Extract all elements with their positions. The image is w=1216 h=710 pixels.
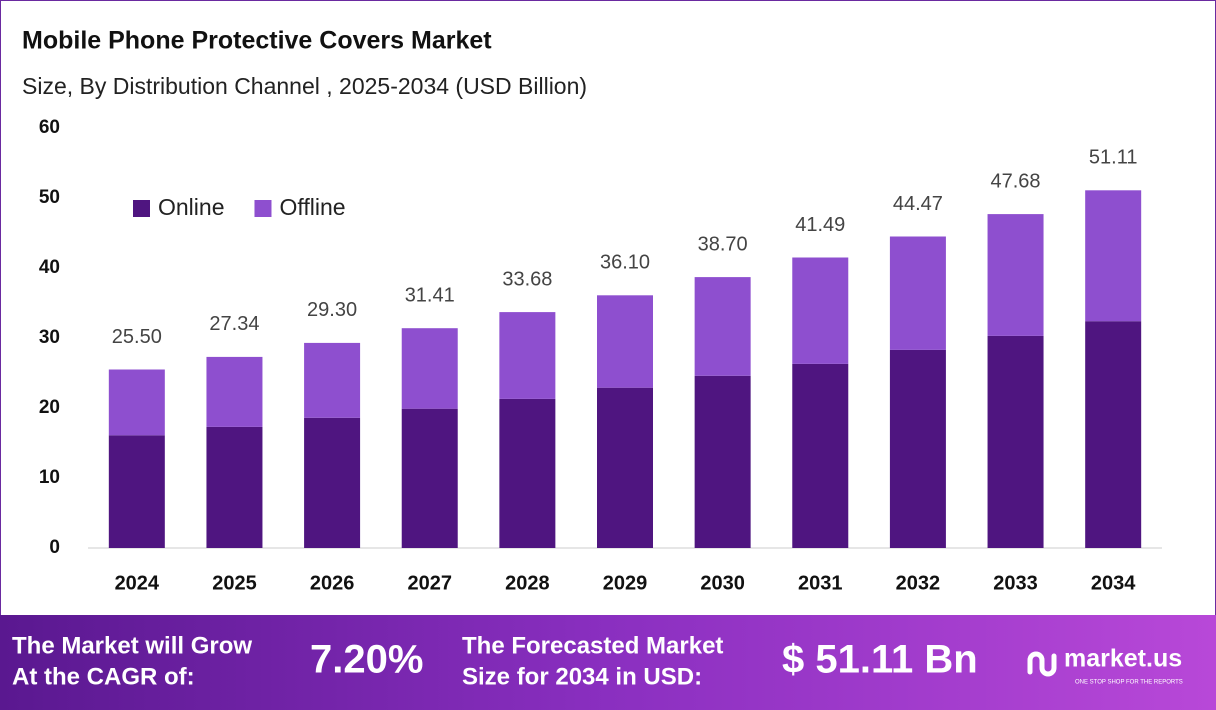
cagr-text: At the CAGR of: — [12, 663, 195, 690]
total-label: 44.47 — [893, 193, 943, 215]
bar-segment — [401, 328, 458, 409]
bar-segment — [792, 363, 849, 548]
bar-segment — [889, 236, 946, 350]
forecast-text: Size for 2034 in USD: — [462, 663, 702, 690]
bar-segment — [304, 342, 361, 418]
x-tick-label: 2029 — [603, 572, 648, 594]
x-tick-label: 2034 — [1091, 572, 1136, 594]
bar-segment — [1085, 190, 1142, 322]
bar-segment — [499, 312, 556, 399]
x-tick-label: 2032 — [896, 572, 941, 594]
bar-segment — [401, 408, 458, 548]
legend-label: Offline — [279, 194, 345, 220]
total-label: 41.49 — [795, 214, 845, 236]
legend-label: Online — [158, 194, 224, 220]
bar-segment — [499, 398, 556, 548]
bar-segment — [792, 257, 849, 364]
logo-icon — [1027, 651, 1057, 677]
total-label: 36.10 — [600, 252, 650, 274]
x-tick-label: 2025 — [212, 572, 257, 594]
bar-segment — [1085, 321, 1142, 548]
y-tick-label: 50 — [39, 187, 60, 208]
bar-segment — [597, 295, 653, 388]
total-label: 51.11 — [1089, 147, 1138, 169]
chart-subtitle: Size, By Distribution Channel , 2025-203… — [22, 73, 587, 99]
legend-swatch — [254, 200, 272, 217]
cagr-value: 7.20% — [310, 638, 423, 682]
y-tick-label: 60 — [39, 117, 60, 138]
y-tick-label: 30 — [39, 327, 60, 348]
y-tick-label: 0 — [49, 537, 60, 558]
bar-segment — [108, 435, 165, 548]
bar-segment — [206, 356, 263, 427]
bar-segment — [304, 417, 361, 548]
brand: market.us — [1064, 645, 1182, 673]
x-tick-label: 2030 — [700, 572, 745, 594]
y-tick-label: 10 — [39, 467, 60, 488]
x-tick-label: 2024 — [115, 572, 160, 594]
x-tick-label: 2033 — [993, 572, 1038, 594]
bar-segment — [206, 426, 263, 548]
bar-segment — [597, 387, 653, 548]
bar-segment — [694, 277, 751, 376]
x-tick-label: 2027 — [407, 572, 452, 594]
total-label: 27.34 — [209, 313, 259, 335]
total-label: 47.68 — [991, 171, 1041, 193]
bar-segment — [108, 369, 165, 436]
total-label: 31.41 — [405, 284, 455, 306]
legend-swatch — [133, 200, 150, 217]
bar-segment — [987, 335, 1044, 548]
total-label: 25.50 — [112, 326, 162, 348]
footer-banner — [0, 615, 1216, 710]
tagline: ONE STOP SHOP FOR THE REPORTS — [1075, 680, 1183, 686]
total-label: 38.70 — [698, 233, 748, 255]
total-label: 33.68 — [502, 269, 552, 291]
forecast-value: $ 51.11 Bn — [782, 638, 978, 682]
y-tick-label: 20 — [39, 397, 60, 418]
x-tick-label: 2026 — [310, 572, 355, 594]
bar-segment — [889, 349, 946, 548]
forecast-text: The Forecasted Market — [462, 632, 723, 659]
bar-segment — [694, 375, 751, 548]
total-label: 29.30 — [307, 299, 357, 321]
y-tick-label: 40 — [39, 257, 60, 278]
x-tick-label: 2028 — [505, 572, 550, 594]
bar-segment — [987, 214, 1044, 336]
x-tick-label: 2031 — [798, 572, 843, 594]
cagr-text: The Market will Grow — [12, 632, 252, 659]
chart-title: Mobile Phone Protective Covers Market — [22, 27, 492, 55]
